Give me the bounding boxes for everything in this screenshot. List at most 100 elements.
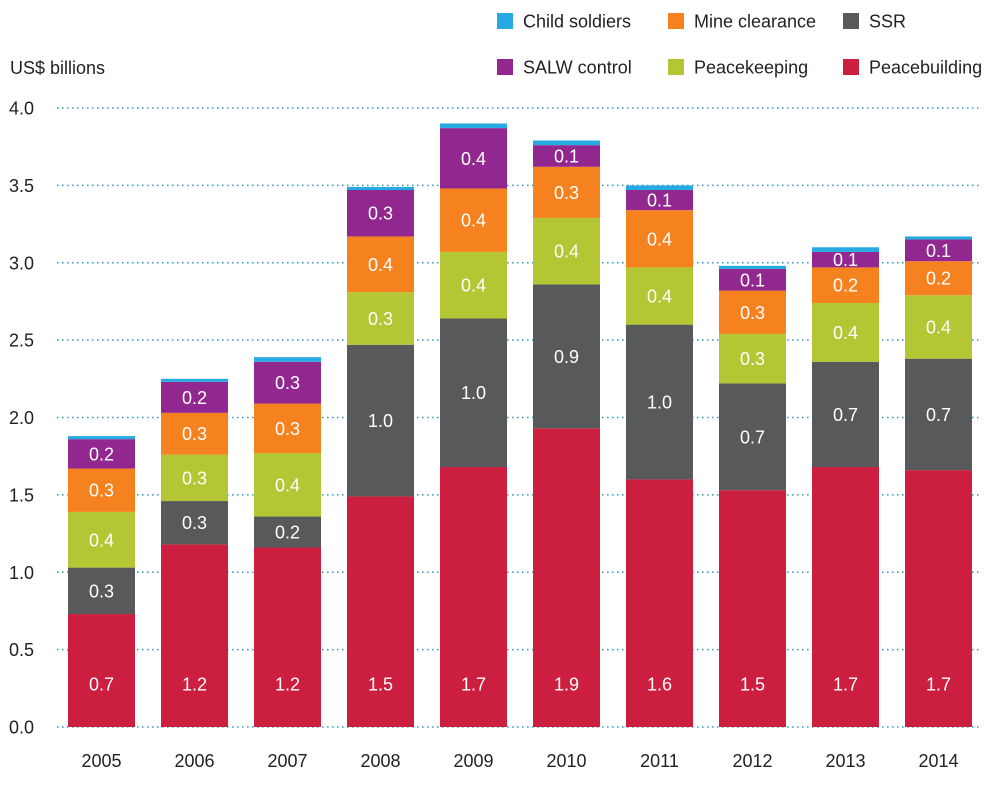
y-axis: 0.0 0.5 1.0 1.5 2.0 2.5 3.0 3.5 4.0 [9,99,34,738]
bar-segment-ssr-2010 [533,284,600,429]
y-tick-label: 3.5 [9,176,34,196]
data-label-mine-clearance-2007: 0.3 [275,419,300,439]
x-axis: 2005 2006 2007 2008 2009 2010 2011 2012 2013 2014 [81,751,958,771]
legend-swatch-mine-clearance [668,13,684,29]
x-tick-label: 2009 [453,751,493,771]
bar-segment-peacebuilding-2014 [905,470,972,727]
data-label-salw-control-2006: 0.2 [182,388,207,408]
legend-swatch-peacebuilding [843,59,859,75]
y-tick-label: 0.5 [9,640,34,660]
legend-label-mine-clearance: Mine clearance [694,12,816,32]
legend-item-peacebuilding: Peacebuilding [843,58,982,78]
data-label-peacebuilding-2006: 1.2 [182,675,207,695]
x-tick-label: 2012 [732,751,772,771]
bar-segment-child-soldiers-2013 [812,247,879,252]
legend-label-salw-control: SALW control [523,58,632,78]
bar-segment-ssr-2006 [161,501,228,545]
data-label-ssr-2009: 1.0 [461,383,486,403]
data-label-peacebuilding-2009: 1.7 [461,675,486,695]
data-label-mine-clearance-2013: 0.2 [833,276,858,296]
bar-segment-mine-clearance-2013 [812,267,879,303]
legend-label-child-soldiers: Child soldiers [523,12,631,32]
bar-segment-salw-control-2012 [719,268,786,291]
data-label-ssr-2006: 0.3 [182,513,207,533]
data-label-peacebuilding-2005: 0.7 [89,675,114,695]
bar-stack-2008: 1.5 1.0 0.3 0.4 0.3 [347,186,414,727]
bar-stack-2012: 1.5 0.7 0.3 0.3 0.1 [719,265,786,727]
data-label-ssr-2005: 0.3 [89,581,114,601]
bar-segment-child-soldiers-2006 [161,378,228,382]
bar-segment-ssr-2013 [812,361,879,468]
data-label-mine-clearance-2010: 0.3 [554,183,579,203]
bar-segment-peacebuilding-2006 [161,544,228,727]
data-label-salw-control-2005: 0.2 [89,444,114,464]
bar-segment-ssr-2011 [626,324,693,480]
data-label-peacekeeping-2014: 0.4 [926,317,951,337]
bar-segment-salw-control-2007 [254,361,321,404]
bar-segment-mine-clearance-2012 [719,290,786,334]
data-label-salw-control-2010: 0.1 [554,146,579,166]
data-label-peacebuilding-2014: 1.7 [926,675,951,695]
legend-swatch-peacekeeping [668,59,684,75]
data-label-peacekeeping-2013: 0.4 [833,323,858,343]
data-label-mine-clearance-2014: 0.2 [926,269,951,289]
legend-item-ssr: SSR [843,12,906,32]
legend-item-child-soldiers: Child soldiers [497,12,631,32]
bar-segment-ssr-2009 [440,318,507,468]
x-tick-label: 2008 [360,751,400,771]
legend-item-peacekeeping: Peacekeeping [668,58,808,78]
bar-stack-2011: 1.6 1.0 0.4 0.4 0.1 [626,185,693,727]
data-label-ssr-2013: 0.7 [833,405,858,425]
bar-segment-child-soldiers-2007 [254,357,321,362]
bar-segment-mine-clearance-2011 [626,210,693,268]
bar-stack-2007: 1.2 0.2 0.4 0.3 0.3 [254,357,321,727]
legend: Peacebuilding SSR Peacekeeping Mine clearan… [497,12,982,78]
x-tick-label: 2013 [825,751,865,771]
bar-segment-child-soldiers-2010 [533,140,600,146]
bar-segment-child-soldiers-2005 [68,436,135,440]
data-label-peacekeeping-2007: 0.4 [275,475,300,495]
data-label-peacekeeping-2011: 0.4 [647,287,672,307]
y-tick-label: 1.0 [9,563,34,583]
bar-segment-peacebuilding-2007 [254,547,321,727]
data-label-peacekeeping-2006: 0.3 [182,468,207,488]
bar-segment-salw-control-2010 [533,145,600,167]
bar-segment-peacekeeping-2014 [905,295,972,359]
data-label-mine-clearance-2011: 0.4 [647,229,672,249]
bar-stack-2005: 0.7 0.3 0.4 0.3 0.2 [68,436,135,727]
bar-segment-mine-clearance-2009 [440,188,507,252]
y-tick-label: 1.5 [9,485,34,505]
bar-segment-ssr-2012 [719,383,786,491]
data-label-salw-control-2013: 0.1 [833,250,858,270]
x-tick-label: 2011 [640,751,679,771]
data-label-peacekeeping-2009: 0.4 [461,276,486,296]
bar-segment-salw-control-2006 [161,381,228,413]
legend-item-salw-control: SALW control [497,58,632,78]
data-label-ssr-2014: 0.7 [926,405,951,425]
bar-segment-mine-clearance-2005 [68,468,135,512]
bar-stack-2006: 1.2 0.3 0.3 0.3 0.2 [161,378,228,727]
data-label-peacebuilding-2013: 1.7 [833,675,858,695]
y-tick-label: 2.0 [9,408,34,428]
bar-segment-peacebuilding-2009 [440,467,507,727]
y-tick-label: 4.0 [9,99,34,119]
legend-label-peacekeeping: Peacekeeping [694,58,808,78]
bar-stack-2013: 1.7 0.7 0.4 0.2 0.1 [812,247,879,727]
data-label-mine-clearance-2005: 0.3 [89,481,114,501]
bar-segment-salw-control-2011 [626,190,693,211]
bar-segment-peacekeeping-2011 [626,267,693,325]
data-label-mine-clearance-2006: 0.3 [182,424,207,444]
bar-segment-peacekeeping-2006 [161,454,228,502]
bar-segment-ssr-2005 [68,567,135,615]
data-label-mine-clearance-2012: 0.3 [740,303,765,323]
y-tick-label: 2.5 [9,331,34,351]
bar-segment-salw-control-2005 [68,439,135,469]
bar-segment-peacekeeping-2013 [812,302,879,362]
data-label-ssr-2007: 0.2 [275,523,300,543]
data-label-ssr-2011: 1.0 [647,393,672,413]
bar-segment-mine-clearance-2010 [533,166,600,218]
bar-segment-peacekeeping-2007 [254,453,321,517]
bar-segment-ssr-2007 [254,516,321,548]
legend-item-mine-clearance: Mine clearance [668,12,816,32]
